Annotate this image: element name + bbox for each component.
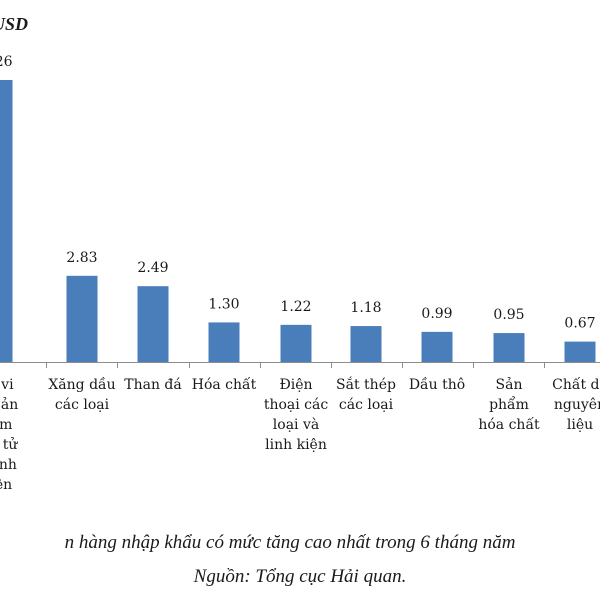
category-label: loại và xyxy=(273,416,319,433)
chart-source: Nguồn: Tổng cục Hải quan. xyxy=(193,566,407,587)
category-label: hóa chất xyxy=(478,416,540,433)
chart-caption: n hàng nhập khẩu có mức tăng cao nhất tr… xyxy=(64,532,516,553)
category-label: Xăng dầu xyxy=(48,376,115,393)
bar-value-label: 0.67 xyxy=(564,316,595,332)
category-label: linh kiện xyxy=(265,437,327,453)
category-label: thoại các xyxy=(264,397,329,413)
category-label: h, sản xyxy=(0,396,18,413)
bar-value-label: 1.22 xyxy=(280,299,311,315)
category-label: kiện xyxy=(0,477,12,493)
bar-value-label: 0.99 xyxy=(421,306,452,322)
unit-label: USD xyxy=(0,14,29,34)
bar xyxy=(137,286,169,362)
bar xyxy=(350,326,382,362)
category-label: các loại xyxy=(55,397,110,413)
bar-value-label: 0.95 xyxy=(493,307,524,323)
bar xyxy=(0,80,13,362)
category-label: áy vi xyxy=(0,377,14,393)
bar-value-label: 2.83 xyxy=(66,250,97,266)
category-label: iện tử xyxy=(0,436,18,453)
category-label: phẩm xyxy=(489,395,529,413)
category-label: Dầu thô xyxy=(409,376,465,393)
category-label: Sắt thép xyxy=(336,375,396,393)
bar xyxy=(280,324,312,362)
category-label: Chất dẻ xyxy=(552,376,600,393)
category-label: Điện xyxy=(279,377,312,393)
bar-value-label: 9.26 xyxy=(0,54,13,70)
bar xyxy=(493,333,525,362)
category-label: à linh xyxy=(0,456,17,473)
bar-value-label: 1.18 xyxy=(350,300,381,316)
category-label: Hóa chất xyxy=(192,376,257,393)
category-label: liệu xyxy=(567,417,593,433)
bar xyxy=(208,322,240,362)
bar-value-label: 1.30 xyxy=(208,296,239,312)
category-label: Sản xyxy=(496,376,523,393)
bar-value-label: 2.49 xyxy=(137,260,168,276)
bar xyxy=(564,341,596,362)
category-label: nguyên xyxy=(554,397,600,413)
bar xyxy=(421,331,453,362)
category-label: các loại xyxy=(339,397,394,413)
bar xyxy=(66,275,98,362)
category-label: hẩm xyxy=(0,415,12,433)
category-label: Than đá xyxy=(124,377,181,393)
